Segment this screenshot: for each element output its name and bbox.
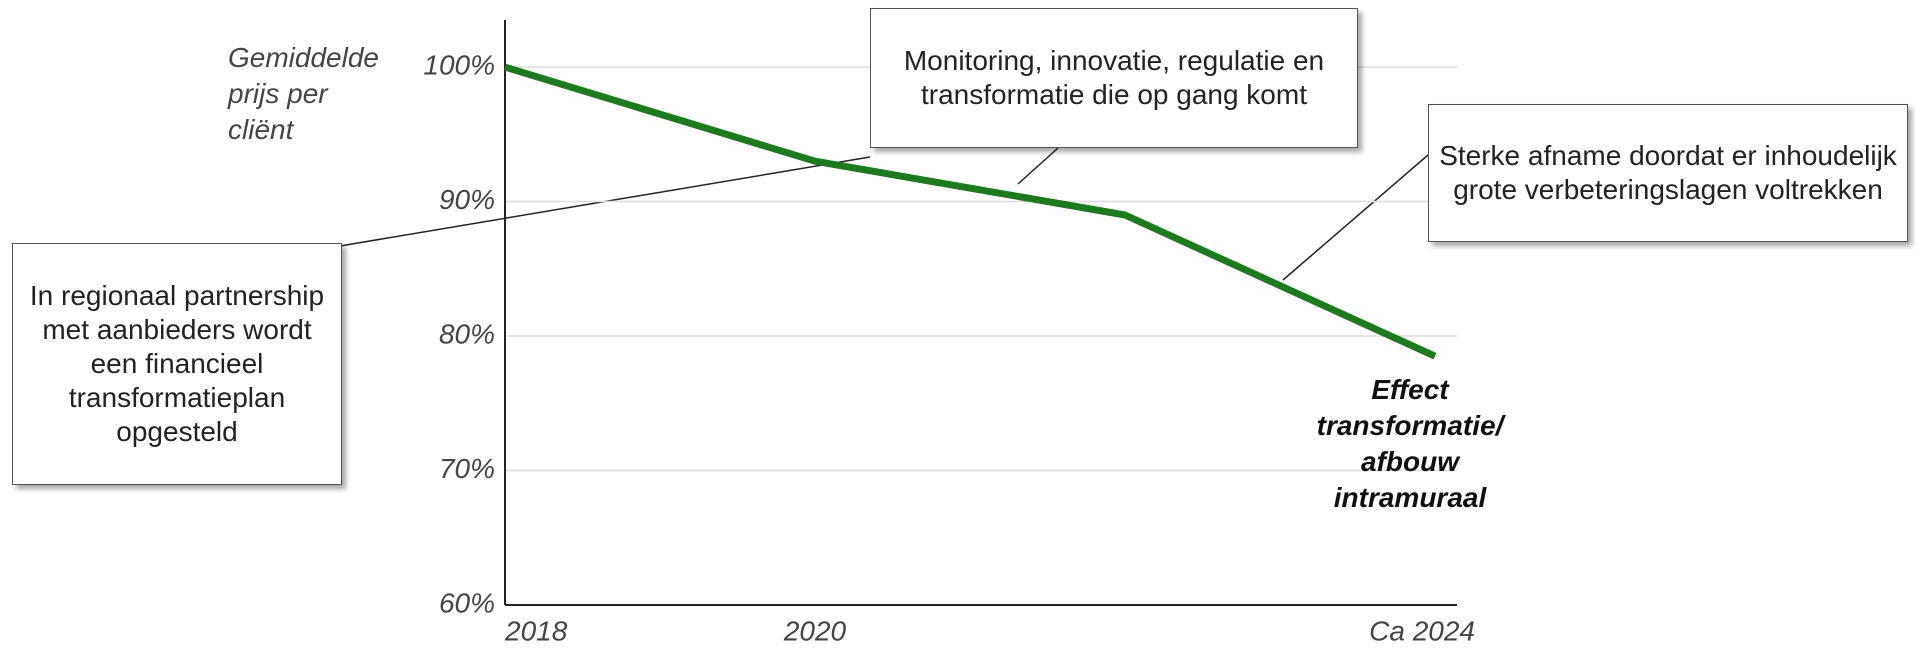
x-tick-label: Ca 2024 — [1369, 615, 1475, 646]
y-tick-label: 100% — [423, 49, 495, 80]
y-tick-label: 70% — [439, 453, 495, 484]
line — [503, 63, 1437, 360]
connector — [1282, 154, 1429, 281]
y-tick-label: 60% — [439, 587, 495, 618]
annotation: Monitoring, innovatie, regulatie en tran… — [870, 8, 1358, 148]
y-axis-label: Gemiddelde prijs per cliënt — [228, 42, 379, 145]
y-tick-label: 80% — [439, 318, 495, 349]
x-tick-label: 2018 — [504, 615, 568, 646]
x-tick-label: 2020 — [783, 615, 847, 646]
y-tick-label: 90% — [439, 184, 495, 215]
annotation-label: Effect transformatie/ afbouw intramuraal — [1316, 374, 1504, 513]
connector — [1017, 147, 1059, 185]
annotation: In regionaal partnership met aanbieders … — [12, 243, 342, 485]
annotation: Sterke afname doordat er inhoudelijk gro… — [1428, 104, 1908, 242]
